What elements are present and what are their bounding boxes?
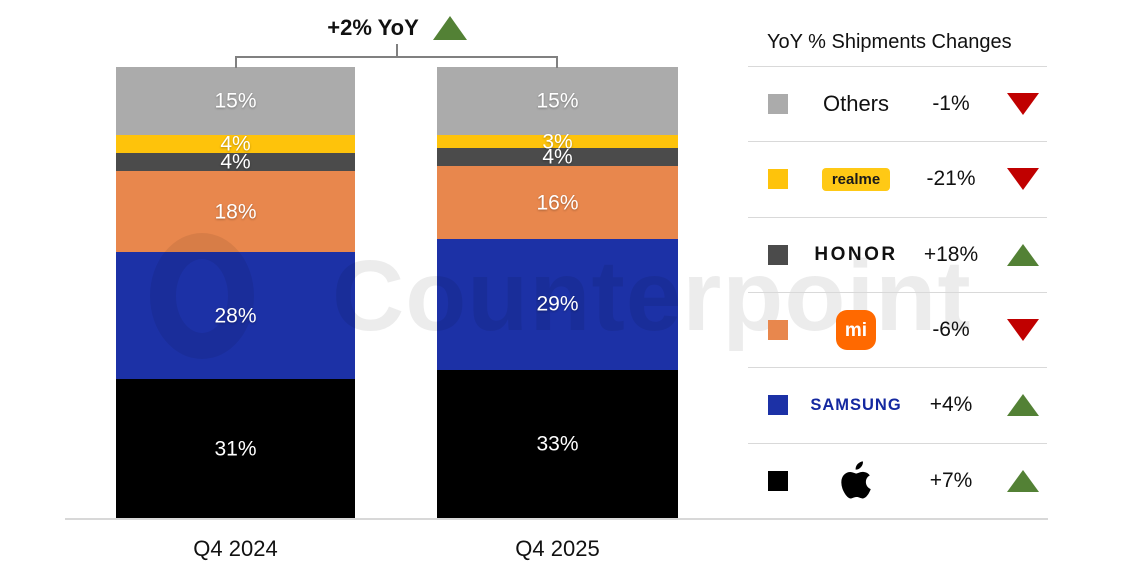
segment-realme: 4%: [116, 132, 355, 156]
realme-color-swatch: [768, 169, 788, 190]
others-change-value: -1%: [932, 92, 970, 116]
bracket-line: [396, 44, 398, 57]
chart-title: +2% YoY: [236, 12, 558, 44]
total-yoy-label: +2% YoY: [327, 15, 419, 40]
segment-value-label: 33%: [536, 432, 579, 456]
others-color-swatch: [768, 94, 788, 115]
segment-apple: 33%: [437, 369, 678, 519]
segment-others: 15%: [437, 67, 678, 135]
segment-apple: 31%: [116, 378, 355, 519]
segment-honor: 4%: [437, 145, 678, 169]
segment-value-label: 4%: [542, 145, 573, 169]
xiaomi-color-swatch: [768, 320, 788, 341]
honor-color-swatch: [768, 244, 788, 265]
segment-value-label: 15%: [214, 89, 257, 113]
honor-logo: HONOR: [814, 243, 898, 265]
bracket-line: [235, 56, 237, 68]
realme-change-value: -21%: [926, 167, 976, 191]
segment-value-label: 3%: [542, 130, 573, 154]
stacked-bar-q4-2024: 15% 4% 4% 18% 28% 31%: [116, 67, 355, 519]
segment-samsung: 28%: [116, 252, 355, 379]
down-triangle-icon: [1007, 168, 1039, 191]
bracket-line: [235, 56, 558, 58]
apple-color-swatch: [768, 470, 788, 491]
others-label: Others: [822, 91, 890, 117]
legend-title: YoY % Shipments Changes: [767, 30, 1012, 53]
xiaomi-mi-logo-icon: mi: [836, 310, 876, 351]
up-triangle-icon: [1007, 243, 1039, 266]
stacked-bar-q4-2025: 15% 3% 4% 16% 29% 33%: [437, 67, 678, 519]
samsung-color-swatch: [768, 395, 788, 416]
legend-row-realme: realme -21%: [748, 141, 1047, 216]
bracket-line: [556, 56, 558, 68]
segment-xiaomi: 16%: [437, 166, 678, 239]
segment-value-label: 16%: [536, 191, 579, 215]
up-triangle-icon: [1007, 394, 1039, 417]
segment-samsung: 29%: [437, 238, 678, 370]
up-triangle-icon: [1007, 469, 1039, 492]
down-triangle-icon: [1007, 319, 1039, 342]
down-triangle-icon: [1007, 93, 1039, 116]
segment-realme: 3%: [437, 131, 678, 152]
xiaomi-change-value: -6%: [932, 318, 970, 342]
legend-row-apple: +7%: [748, 442, 1047, 518]
legend-panel: YoY % Shipments Changes Others -1% realm…: [748, 18, 1047, 518]
segment-honor: 4%: [116, 150, 355, 174]
legend-row-honor: HONOR +18%: [748, 216, 1047, 292]
honor-change-value: +18%: [923, 242, 979, 266]
segment-value-label: 29%: [536, 292, 579, 316]
samsung-logo: SAMSUNG: [810, 395, 902, 414]
segment-others: 15%: [116, 67, 355, 135]
x-axis-line: [65, 518, 1048, 520]
segment-value-label: 4%: [220, 150, 251, 174]
legend-row-xiaomi: mi -6%: [748, 291, 1047, 367]
axis-label-q4-2025: Q4 2025: [515, 536, 600, 561]
legend-row-others: Others -1%: [748, 66, 1047, 141]
up-triangle-icon: [432, 16, 467, 40]
apple-change-value: +7%: [929, 468, 973, 492]
segment-xiaomi: 18%: [116, 170, 355, 253]
segment-value-label: 18%: [214, 200, 257, 224]
segment-value-label: 28%: [214, 304, 257, 328]
segment-value-label: 4%: [220, 132, 251, 156]
legend-row-samsung: SAMSUNG +4%: [748, 367, 1047, 442]
realme-logo: realme: [821, 167, 891, 191]
segment-value-label: 15%: [536, 89, 579, 113]
axis-label-q4-2024: Q4 2024: [193, 536, 278, 561]
samsung-change-value: +4%: [929, 393, 973, 417]
apple-logo-icon: [841, 461, 871, 499]
segment-value-label: 31%: [214, 437, 257, 461]
